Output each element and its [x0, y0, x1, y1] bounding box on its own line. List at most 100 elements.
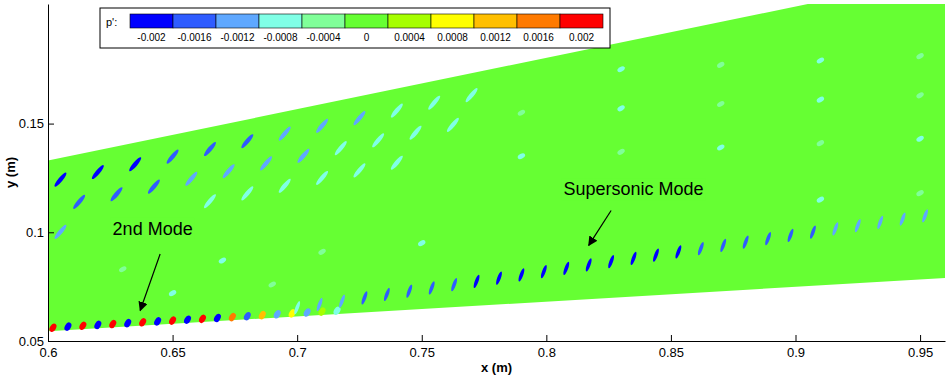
colorbar-tick-label: -0.0016 [178, 32, 212, 43]
field-dash [277, 125, 292, 142]
field-dot [716, 61, 725, 69]
field-streak [607, 254, 615, 268]
field-dash [259, 155, 274, 172]
field-streak [629, 251, 637, 265]
field-dash [352, 162, 367, 179]
colorbar-swatch [130, 14, 173, 28]
field-dash [315, 117, 330, 134]
field-blob [108, 319, 118, 330]
annotation-arrow [589, 211, 611, 246]
field-dot [816, 196, 825, 204]
annotation: 2nd Mode [111, 218, 195, 311]
field-dot [417, 239, 426, 247]
field-blob [138, 317, 148, 328]
field-dot [816, 139, 825, 147]
field-streak [360, 291, 368, 305]
field-dash [53, 224, 68, 241]
x-tick-label: 0.9 [787, 345, 805, 360]
colorbar-tick-label: 0.0008 [437, 32, 468, 43]
flow-domain [48, 4, 945, 331]
y-tick-label: 0.1 [26, 225, 44, 240]
field-dot [218, 256, 227, 264]
colorbar-swatch [388, 14, 431, 28]
field-streak [517, 268, 525, 282]
field-dot [517, 109, 526, 117]
field-dash [53, 171, 68, 188]
field-streak [831, 222, 839, 236]
field-dot [716, 100, 725, 108]
field-dash [202, 193, 217, 210]
field-blob [123, 318, 133, 329]
field-dash [184, 170, 199, 187]
field-dot [118, 265, 127, 273]
colorbar-swatch [560, 14, 603, 28]
x-tick-mark [796, 335, 797, 341]
field-dash [165, 148, 180, 165]
x-tick-mark [546, 335, 547, 341]
colorbar-tick-label: -0.002 [137, 32, 166, 43]
field-dash [109, 186, 124, 203]
y-axis-title: y (m) [3, 157, 18, 188]
annotation-arrow [140, 254, 160, 311]
colorbar-label: p': [106, 16, 117, 28]
x-axis: 0.60.650.70.750.80.850.90.95 [39, 335, 945, 360]
field-streak [742, 235, 750, 249]
field-dot [616, 65, 625, 73]
annotation: Supersonic Mode [561, 178, 705, 245]
colorbar-swatch [259, 14, 302, 28]
x-tick-mark [422, 335, 423, 341]
field-dash [128, 156, 143, 173]
field-streak [316, 297, 324, 311]
x-tick-label: 0.7 [289, 345, 307, 360]
field-blob [228, 312, 238, 323]
field-dot-group [118, 52, 925, 297]
field-dash-group [53, 87, 479, 240]
field-dot [317, 248, 326, 256]
field-dash [221, 163, 236, 180]
field-dash [408, 124, 423, 141]
colorbar-tick-label: -0.0004 [307, 32, 341, 43]
x-tick-mark [920, 335, 921, 341]
field-streak [921, 209, 929, 223]
colorbar-tick-label: 0 [364, 32, 370, 43]
colorbar-frame [100, 8, 610, 48]
y-tick-label: 0.15 [19, 116, 44, 131]
field-streak [562, 261, 570, 275]
field-streak [719, 238, 727, 252]
y-tick: 0.05 [19, 334, 54, 349]
field-dash [315, 170, 330, 187]
y-axis: 0.05 0.1 0.15 [19, 5, 54, 349]
field-blob [63, 321, 73, 332]
field-dash [72, 194, 87, 211]
field-dash [240, 133, 255, 150]
field-streak [786, 228, 794, 242]
field-streak [540, 264, 548, 278]
field-dot [915, 189, 924, 197]
field-dot [915, 52, 924, 60]
field-dot [816, 56, 825, 64]
field-dash [389, 102, 404, 119]
field-streak [383, 287, 391, 301]
colorbar-swatch [431, 14, 474, 28]
y-tick: 0.15 [19, 116, 54, 131]
field-dash [146, 178, 161, 195]
y-tick-mark [48, 124, 54, 125]
colorbar-tick-label: 0.0016 [523, 32, 554, 43]
field-dot [816, 96, 825, 104]
field-streak [876, 215, 884, 229]
field-dash [202, 141, 217, 158]
field-dot [168, 289, 177, 297]
x-tick-mark [671, 335, 672, 341]
x-tick: 0.9 [787, 335, 805, 360]
annotation-background [111, 218, 195, 240]
x-tick-label: 0.65 [160, 345, 185, 360]
field-streak [472, 274, 480, 288]
colorbar-tick-label: 0.002 [569, 32, 594, 43]
x-tick-mark [173, 335, 174, 341]
field-dash [371, 132, 386, 149]
field-streak [450, 277, 458, 291]
y-tick-label: 0.05 [19, 334, 44, 349]
x-tick-label: 0.95 [908, 345, 933, 360]
field-dot [716, 143, 725, 151]
field-dot [616, 104, 625, 112]
